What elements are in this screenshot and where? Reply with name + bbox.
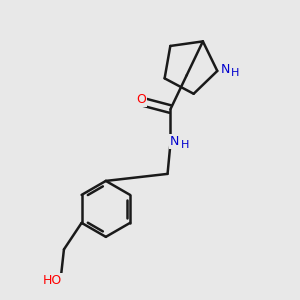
Text: N: N [221,63,230,76]
Text: H: H [231,68,240,78]
Text: N: N [170,135,180,148]
Text: HO: HO [43,274,62,287]
Text: H: H [180,140,189,150]
Text: O: O [136,93,146,106]
